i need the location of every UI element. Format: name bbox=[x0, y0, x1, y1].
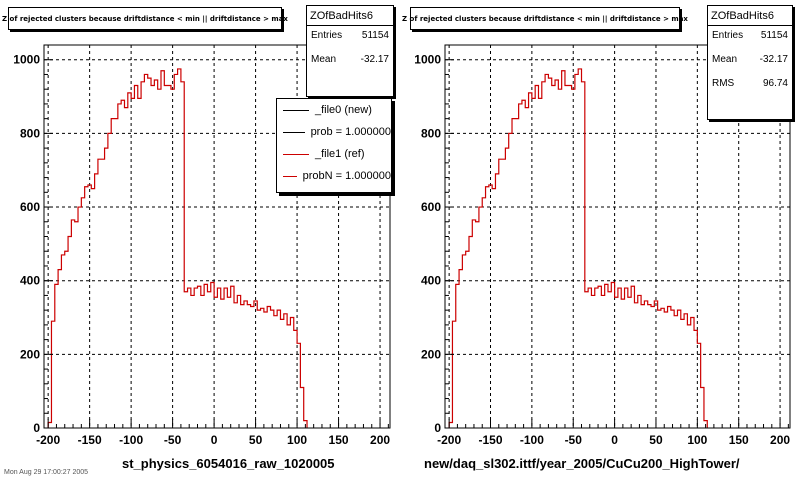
right-stats-box: ZOfBadHits6 Entries 51154 Mean -32.17 RM… bbox=[707, 5, 793, 120]
legend-line-probn bbox=[283, 175, 297, 177]
left-x-tick-label-4: 0 bbox=[211, 433, 218, 447]
left-stats-mean-value: -32.17 bbox=[360, 54, 389, 65]
right-x-axis-title: new/daq_sl302.ittf/year_2005/CuCu200_Hig… bbox=[424, 456, 740, 471]
legend-entry-probn: probN = 1.000000 bbox=[277, 165, 391, 187]
left-title-box: Z of rejected clusters because driftdist… bbox=[2, 7, 288, 30]
right-x-tick-label-7: 150 bbox=[729, 433, 749, 447]
right-y-tick-label-1: 200 bbox=[421, 347, 441, 361]
right-x-tick-label-3: -50 bbox=[565, 433, 583, 447]
left-x-tick-label-1: -150 bbox=[78, 433, 102, 447]
left-x-tick-label-6: 100 bbox=[287, 433, 307, 447]
legend-entry-new: _file0 (new) bbox=[277, 99, 391, 121]
right-x-tick-label-5: 50 bbox=[649, 433, 663, 447]
left-x-tick-label-8: 200 bbox=[370, 433, 390, 447]
right-stats-entries-label: Entries bbox=[712, 30, 744, 41]
left-y-tick-label-4: 800 bbox=[20, 126, 40, 140]
left-x-tick-label-7: 150 bbox=[329, 433, 349, 447]
left-stats-mean-label: Mean bbox=[311, 54, 337, 65]
left-x-tick-label-5: 50 bbox=[249, 433, 263, 447]
right-y-tick-label-0: 0 bbox=[434, 421, 441, 435]
legend-line-prob bbox=[283, 131, 305, 133]
left-stats-entries-row: Entries 51154 bbox=[307, 26, 393, 50]
legend-box: _file0 (new) prob = 1.000000 _file1 (ref… bbox=[276, 98, 392, 193]
left-stats-mean-row: Mean -32.17 bbox=[307, 50, 393, 74]
right-histogram-series bbox=[448, 68, 708, 428]
right-stats-rms-label: RMS bbox=[712, 78, 735, 89]
right-x-tick-label-1: -150 bbox=[478, 433, 502, 447]
legend-entry-prob: prob = 1.000000 bbox=[277, 121, 391, 143]
left-x-tick-label-3: -50 bbox=[164, 433, 182, 447]
left-x-tick-label-0: -200 bbox=[36, 433, 60, 447]
right-stats-entries-value: 51154 bbox=[760, 30, 788, 41]
right-x-tick-label-2: -100 bbox=[520, 433, 544, 447]
right-y-tick-label-2: 400 bbox=[421, 274, 441, 288]
left-histogram-series bbox=[47, 68, 308, 428]
left-y-tick-label-0: 0 bbox=[33, 421, 40, 435]
right-x-tick-label-0: -200 bbox=[437, 433, 461, 447]
right-chart-title: Z of rejected clusters because driftdist… bbox=[402, 14, 688, 23]
right-stats-mean-label: Mean bbox=[712, 54, 738, 65]
right-title-box: Z of rejected clusters because driftdist… bbox=[402, 7, 688, 30]
left-y-tick-label-3: 600 bbox=[20, 200, 40, 214]
left-chart-title: Z of rejected clusters because driftdist… bbox=[2, 14, 288, 23]
right-stats-name: ZOfBadHits6 bbox=[708, 6, 792, 26]
right-stats-rms-value: 96.74 bbox=[762, 78, 788, 89]
right-y-tick-label-3: 600 bbox=[421, 200, 441, 214]
legend-label-ref: _file1 (ref) bbox=[315, 148, 365, 160]
footer-timestamp: Mon Aug 29 17:00:27 2005 bbox=[4, 469, 89, 476]
left-y-tick-label-2: 400 bbox=[20, 274, 40, 288]
right-stats-mean-row: Mean -32.17 bbox=[708, 50, 792, 74]
left-stats-box: ZOfBadHits6 Entries 51154 Mean -32.17 bbox=[306, 5, 394, 97]
legend-line-new bbox=[283, 109, 309, 111]
legend-label-probn: probN = 1.000000 bbox=[302, 170, 391, 182]
right-stats-entries-row: Entries 51154 bbox=[708, 26, 792, 50]
left-x-tick-label-2: -100 bbox=[119, 433, 143, 447]
left-x-axis-title: st_physics_6054016_raw_1020005 bbox=[122, 456, 335, 471]
right-stats-rms-row: RMS 96.74 bbox=[708, 74, 792, 98]
legend-label-prob: prob = 1.000000 bbox=[310, 126, 391, 138]
left-stats-entries-label: Entries bbox=[311, 30, 343, 41]
left-y-tick-label-1: 200 bbox=[20, 347, 40, 361]
right-x-tick-label-8: 200 bbox=[770, 433, 790, 447]
legend-line-ref bbox=[283, 153, 309, 155]
left-y-tick-label-5: 1000 bbox=[13, 53, 40, 67]
right-y-tick-label-5: 1000 bbox=[414, 53, 441, 67]
right-x-tick-label-6: 100 bbox=[687, 433, 707, 447]
legend-entry-ref: _file1 (ref) bbox=[277, 143, 391, 165]
right-stats-mean-value: -32.17 bbox=[759, 54, 788, 65]
left-stats-entries-value: 51154 bbox=[361, 30, 389, 41]
right-x-tick-label-4: 0 bbox=[611, 433, 618, 447]
legend-label-new: _file0 (new) bbox=[315, 104, 372, 116]
left-stats-name: ZOfBadHits6 bbox=[307, 6, 393, 26]
right-y-tick-label-4: 800 bbox=[421, 126, 441, 140]
